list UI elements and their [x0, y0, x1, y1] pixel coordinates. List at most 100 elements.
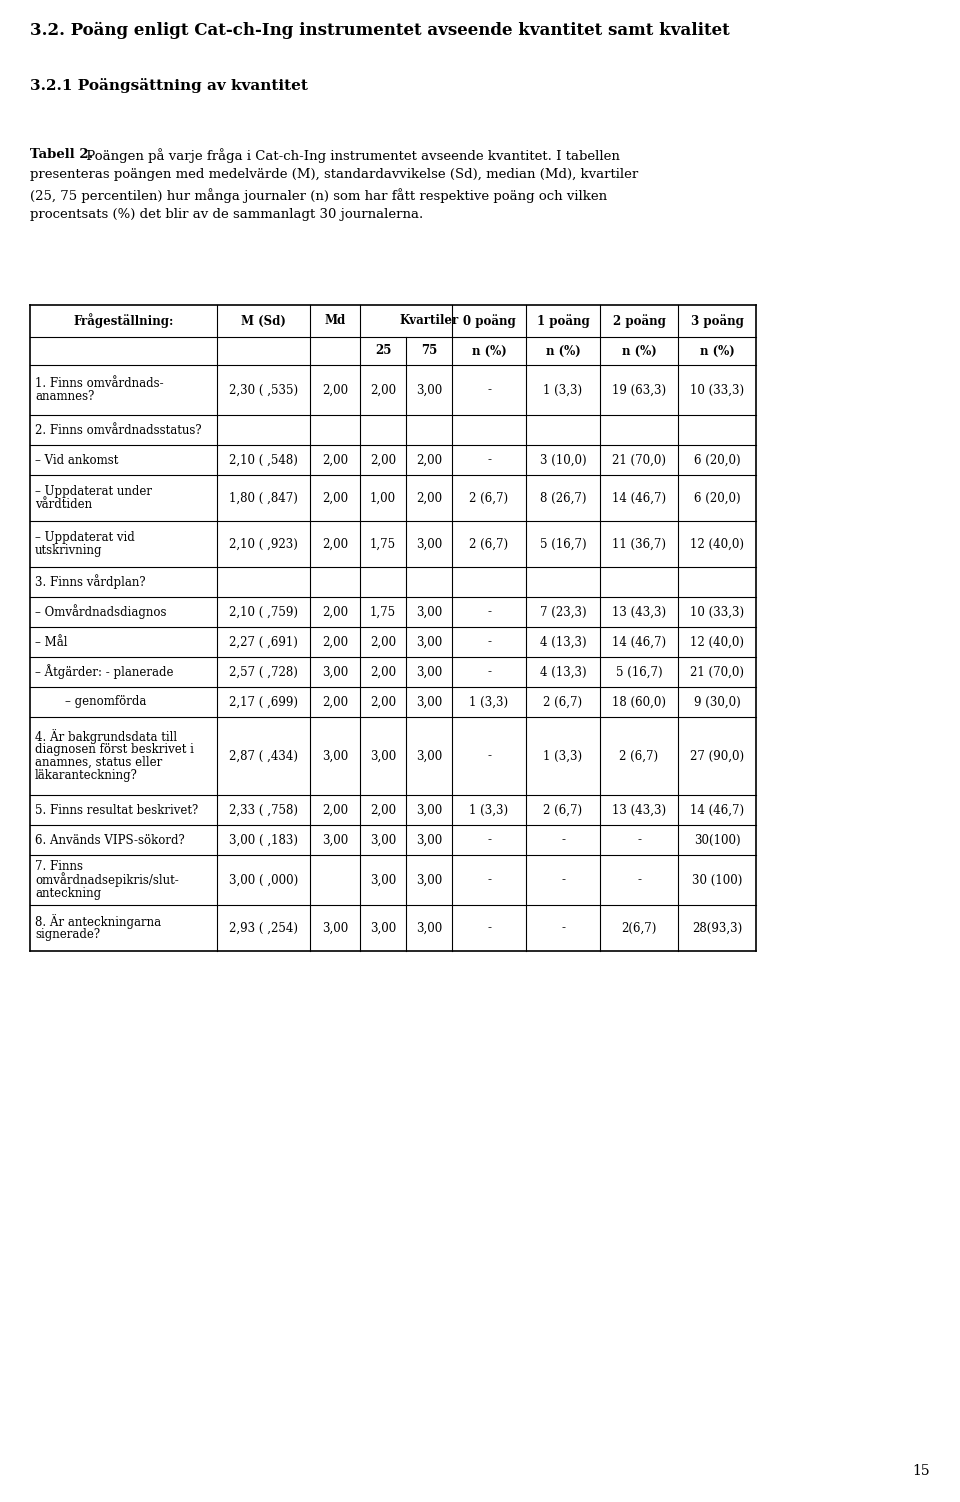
Text: Kvartiler: Kvartiler [399, 314, 459, 327]
Text: 5 (16,7): 5 (16,7) [615, 665, 662, 679]
Text: 1. Finns omvårdnads-: 1. Finns omvårdnads- [35, 377, 163, 391]
Text: -: - [637, 874, 641, 886]
Text: 2 (6,7): 2 (6,7) [543, 804, 583, 817]
Text: 3,00: 3,00 [322, 749, 348, 763]
Text: 3,00: 3,00 [370, 922, 396, 934]
Text: 3,00: 3,00 [370, 874, 396, 886]
Text: 2,10 ( ,923): 2,10 ( ,923) [229, 538, 298, 551]
Text: -: - [561, 874, 565, 886]
Text: 30(100): 30(100) [694, 834, 740, 847]
Text: – Mål: – Mål [35, 635, 67, 649]
Text: Tabell 2.: Tabell 2. [30, 149, 93, 161]
Text: 2,00: 2,00 [322, 383, 348, 397]
Text: 4 (13,3): 4 (13,3) [540, 635, 587, 649]
Text: 2,00: 2,00 [322, 804, 348, 817]
Text: -: - [637, 834, 641, 847]
Text: 15: 15 [912, 1464, 930, 1478]
Text: 21 (70,0): 21 (70,0) [612, 454, 666, 467]
Text: 75: 75 [420, 344, 437, 357]
Text: 12 (40,0): 12 (40,0) [690, 635, 744, 649]
Text: 2,27 ( ,691): 2,27 ( ,691) [229, 635, 298, 649]
Text: 3,00: 3,00 [370, 834, 396, 847]
Text: 2,00: 2,00 [322, 695, 348, 709]
Text: 2,00: 2,00 [370, 454, 396, 467]
Text: 3,00: 3,00 [416, 605, 443, 619]
Text: 1,75: 1,75 [370, 538, 396, 551]
Text: 3,00: 3,00 [370, 749, 396, 763]
Text: omvårdnadsepikris/slut-: omvårdnadsepikris/slut- [35, 873, 179, 888]
Text: 9 (30,0): 9 (30,0) [694, 695, 740, 709]
Text: anamnes, status eller: anamnes, status eller [35, 756, 162, 769]
Text: 6. Används VIPS-sökord?: 6. Används VIPS-sökord? [35, 834, 184, 847]
Text: – Omvårdnadsdiagnos: – Omvårdnadsdiagnos [35, 605, 166, 619]
Text: 14 (46,7): 14 (46,7) [690, 804, 744, 817]
Text: n (%): n (%) [622, 344, 657, 357]
Text: 3,00 ( ,183): 3,00 ( ,183) [229, 834, 298, 847]
Text: Frågeställning:: Frågeställning: [73, 314, 174, 329]
Text: – Åtgärder: - planerade: – Åtgärder: - planerade [35, 664, 174, 679]
Text: presenteras poängen med medelvärde (M), standardavvikelse (Sd), median (Md), kva: presenteras poängen med medelvärde (M), … [30, 168, 638, 182]
Text: 2,00: 2,00 [370, 383, 396, 397]
Text: -: - [487, 922, 491, 934]
Text: 18 (60,0): 18 (60,0) [612, 695, 666, 709]
Text: 1 (3,3): 1 (3,3) [469, 695, 509, 709]
Text: 13 (43,3): 13 (43,3) [612, 804, 666, 817]
Text: 11 (36,7): 11 (36,7) [612, 538, 666, 551]
Text: n (%): n (%) [471, 344, 506, 357]
Text: 5 (16,7): 5 (16,7) [540, 538, 587, 551]
Text: 2,00: 2,00 [370, 804, 396, 817]
Text: -: - [487, 383, 491, 397]
Text: 2,00: 2,00 [370, 665, 396, 679]
Text: 1 poäng: 1 poäng [537, 314, 589, 327]
Text: 2 (6,7): 2 (6,7) [469, 538, 509, 551]
Text: – Vid ankomst: – Vid ankomst [35, 454, 118, 467]
Text: 1,00: 1,00 [370, 491, 396, 505]
Text: 12 (40,0): 12 (40,0) [690, 538, 744, 551]
Text: 3,00: 3,00 [416, 695, 443, 709]
Text: M (Sd): M (Sd) [241, 314, 286, 327]
Text: 2 poäng: 2 poäng [612, 314, 665, 327]
Text: 3,00: 3,00 [322, 922, 348, 934]
Text: 2,00: 2,00 [322, 538, 348, 551]
Text: 8. Är anteckningarna: 8. Är anteckningarna [35, 915, 161, 930]
Text: 2,87 ( ,434): 2,87 ( ,434) [229, 749, 298, 763]
Text: -: - [487, 874, 491, 886]
Text: 0 poäng: 0 poäng [463, 314, 516, 327]
Text: -: - [487, 665, 491, 679]
Text: anamnes?: anamnes? [35, 391, 94, 403]
Text: -: - [561, 834, 565, 847]
Text: 3,00: 3,00 [416, 874, 443, 886]
Text: 2,00: 2,00 [322, 454, 348, 467]
Text: -: - [487, 605, 491, 619]
Text: 3 poäng: 3 poäng [690, 314, 743, 327]
Text: 2. Finns omvårdnadsstatus?: 2. Finns omvårdnadsstatus? [35, 424, 202, 437]
Text: 2,33 ( ,758): 2,33 ( ,758) [229, 804, 298, 817]
Text: 3 (10,0): 3 (10,0) [540, 454, 587, 467]
Text: 10 (33,3): 10 (33,3) [690, 383, 744, 397]
Text: 2(6,7): 2(6,7) [621, 922, 657, 934]
Text: 3,00: 3,00 [416, 749, 443, 763]
Text: 2,30 ( ,535): 2,30 ( ,535) [228, 383, 298, 397]
Text: 1,75: 1,75 [370, 605, 396, 619]
Text: 4 (13,3): 4 (13,3) [540, 665, 587, 679]
Text: n (%): n (%) [545, 344, 581, 357]
Text: 2,10 ( ,759): 2,10 ( ,759) [229, 605, 298, 619]
Text: procentsats (%) det blir av de sammanlagt 30 journalerna.: procentsats (%) det blir av de sammanlag… [30, 207, 423, 221]
Text: 3,00: 3,00 [416, 665, 443, 679]
Text: 14 (46,7): 14 (46,7) [612, 635, 666, 649]
Text: 30 (100): 30 (100) [692, 874, 742, 886]
Text: 2,17 ( ,699): 2,17 ( ,699) [229, 695, 298, 709]
Text: -: - [487, 749, 491, 763]
Text: 21 (70,0): 21 (70,0) [690, 665, 744, 679]
Text: 5. Finns resultat beskrivet?: 5. Finns resultat beskrivet? [35, 804, 199, 817]
Text: 6 (20,0): 6 (20,0) [694, 491, 740, 505]
Text: 2,00: 2,00 [370, 695, 396, 709]
Text: 2,00: 2,00 [370, 635, 396, 649]
Text: 3,00: 3,00 [416, 635, 443, 649]
Text: 2,57 ( ,728): 2,57 ( ,728) [229, 665, 298, 679]
Text: utskrivning: utskrivning [35, 544, 103, 557]
Text: 25: 25 [374, 344, 391, 357]
Text: 10 (33,3): 10 (33,3) [690, 605, 744, 619]
Text: 28(93,3): 28(93,3) [692, 922, 742, 934]
Text: Md: Md [324, 314, 346, 327]
